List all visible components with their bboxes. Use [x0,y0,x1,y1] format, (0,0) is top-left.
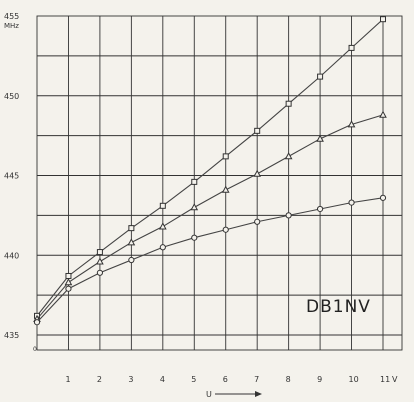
data-point-triangle [127,238,136,246]
y-tick-label: 440 [4,251,19,260]
plot-border [36,15,403,351]
data-point-triangle [253,169,262,177]
data-point-circle [379,194,387,201]
x-tick-label: 5 [191,375,196,384]
grid [36,15,403,351]
data-point-triangle [347,120,356,128]
x-axis-label: U [206,390,212,399]
data-point-circle [33,319,41,326]
data-point-circle [191,234,198,241]
x-tick-label: 11 [380,375,390,384]
data-point-triangle [158,222,167,230]
series-line [36,197,384,323]
data-point-circle [316,205,324,213]
data-point-circle [254,218,261,225]
data-point-triangle [284,152,293,160]
data-point-circle [348,199,355,206]
data-point-triangle [190,203,199,211]
data-point-square [254,127,261,134]
data-point-triangle [221,185,230,193]
y-unit-label: MHz [4,22,19,30]
data-point-triangle [96,257,104,265]
x-origin-label: 0 [33,346,37,353]
y-tick-label: 450 [4,92,19,101]
data-point-circle [65,285,72,292]
data-point-circle [285,212,292,219]
data-point-triangle [379,110,387,118]
x-tick-label: 8 [286,375,291,384]
x-unit-label: V [392,375,398,384]
x-tick-label: 3 [128,375,133,384]
data-point-square [128,225,135,232]
data-point-triangle [64,278,73,286]
data-point-circle [222,226,229,233]
y-tick-label: 455 [4,12,19,21]
series-line [36,114,384,320]
x-tick-label: 10 [349,375,359,384]
data-point-triangle [316,134,324,142]
data-point-square [96,249,103,256]
x-tick-label: 6 [223,375,228,384]
data-point-square [317,73,324,80]
data-point-square [159,202,166,209]
data-point-square [65,272,72,279]
data-point-circle [96,269,104,276]
data-point-square [285,100,292,107]
x-tick-label: 2 [97,375,102,384]
data-point-square [380,16,386,23]
x-axis-arrow-head [255,391,262,397]
x-tick-label: 4 [160,375,165,384]
x-tick-label: 9 [317,375,322,384]
x-tick-label: 1 [65,375,70,384]
data-point-circle [159,244,166,251]
data-point-square [191,178,198,185]
x-tick-label: 7 [254,375,259,384]
data-point-square [348,44,355,51]
series-line [36,18,384,317]
chart-annotation: DB1NV [306,297,371,317]
y-tick-label: 445 [4,172,19,181]
series-group [33,16,387,326]
y-tick-label: 435 [4,331,19,340]
data-point-square [222,153,229,160]
data-point-circle [128,256,135,264]
